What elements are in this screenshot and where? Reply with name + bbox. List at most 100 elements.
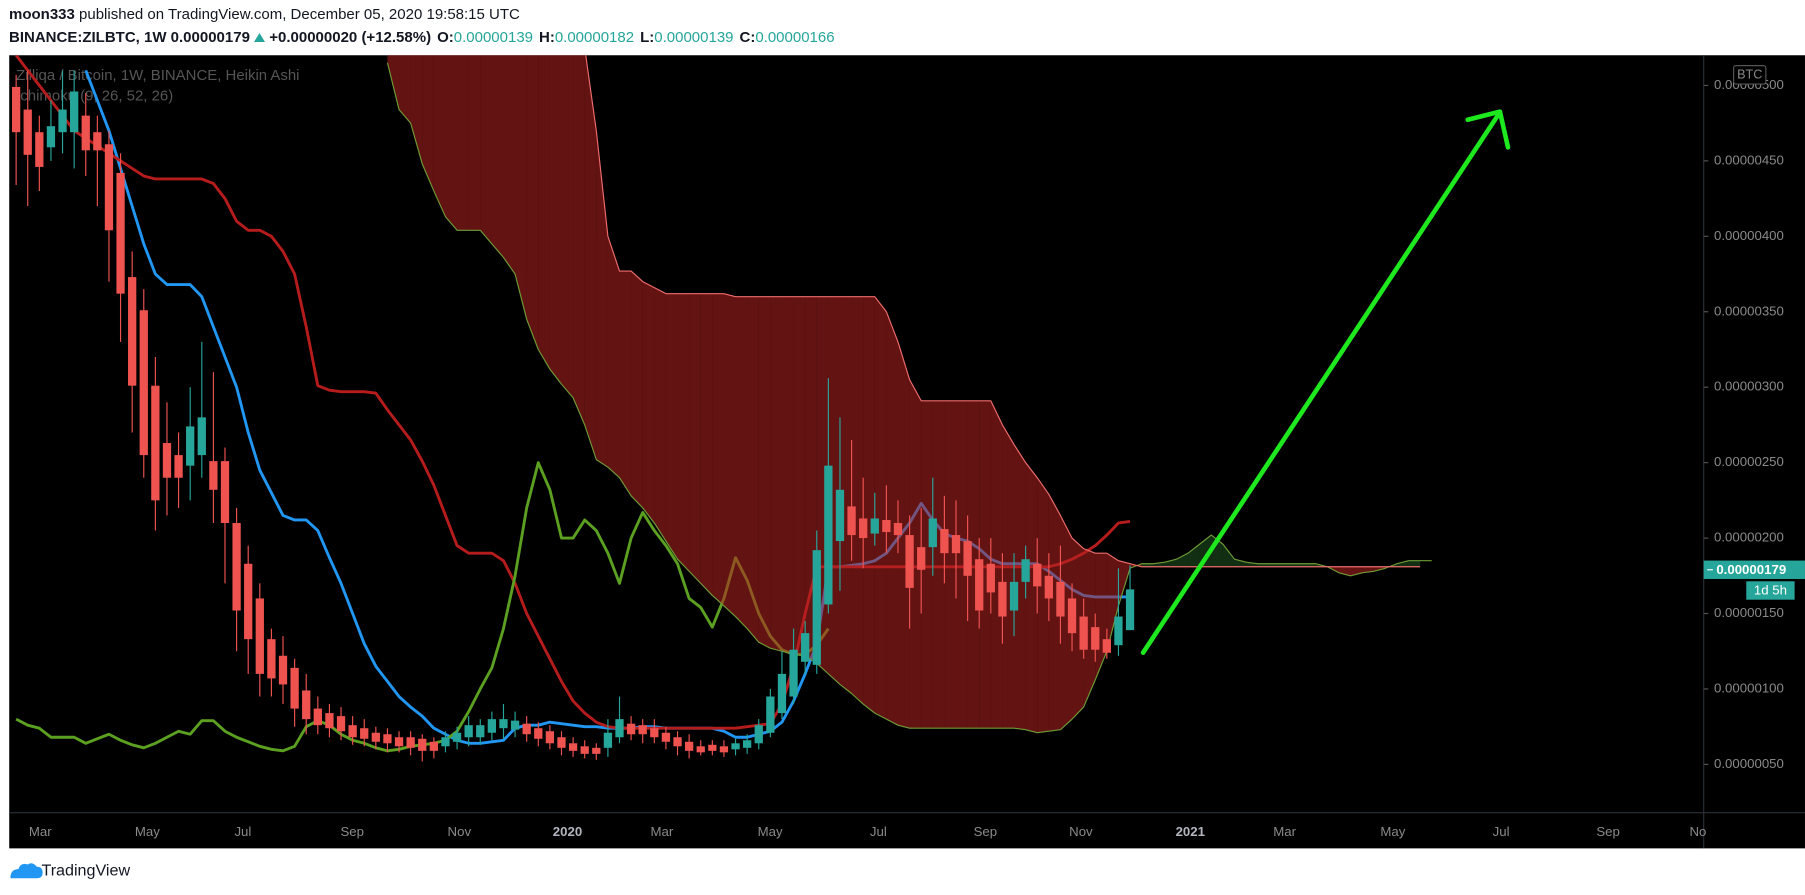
cloud-segment <box>1164 559 1177 567</box>
candle-body <box>893 522 903 536</box>
candle-body <box>70 91 79 133</box>
candle-body <box>847 506 856 536</box>
cloud-segment <box>1072 538 1084 720</box>
cloud-segment <box>399 55 411 124</box>
cloud-segment <box>538 55 550 370</box>
candle-body <box>812 550 821 665</box>
cloud-segment <box>526 55 539 350</box>
cloud-segment <box>573 55 585 425</box>
cloud-segment <box>433 55 446 217</box>
arrow-head <box>1465 109 1511 150</box>
y-tick-label: 0.00000250 <box>1714 454 1784 469</box>
cloud-segment <box>491 55 504 258</box>
chart-title: Zilliqa / Bitcoin, 1W, BINANCE, Heikin A… <box>16 67 299 84</box>
candle-body <box>835 489 845 542</box>
change: +0.00000020 (+12.58%) <box>269 29 432 46</box>
price: 0.00000179 <box>170 29 250 46</box>
cloud-segment <box>515 55 527 320</box>
candle-body <box>998 581 1007 617</box>
cloud-segment <box>654 287 666 542</box>
candle-body <box>789 649 798 697</box>
cloud-segment <box>445 55 458 231</box>
arrow-shaft <box>1140 111 1502 655</box>
cloud-segment <box>863 296 875 714</box>
x-tick-label: Sep <box>974 824 998 839</box>
cloud-segment <box>770 296 782 652</box>
candle-body <box>174 455 183 478</box>
x-tick-label: May <box>1380 824 1405 839</box>
candle-body <box>371 732 380 742</box>
cloud-segment <box>1153 562 1165 567</box>
candle-body <box>255 598 264 674</box>
cloud-segment <box>1002 424 1015 729</box>
x-tick-label: Mar <box>1273 824 1296 839</box>
candle-body <box>487 719 497 733</box>
cloud-segment <box>1396 560 1409 567</box>
x-tick-label: Mar <box>29 824 52 839</box>
y-tick-label: 0.00000400 <box>1714 228 1784 243</box>
user: moon333 <box>9 6 75 23</box>
cloud-segment <box>631 271 643 508</box>
candle-body <box>766 696 775 733</box>
candle-body <box>81 115 90 151</box>
cloud-segment <box>793 296 806 656</box>
candle-body <box>951 535 961 554</box>
header-line-2: BINANCE:ZILBTC, 1W 0.00000179 +0.0000002… <box>9 29 835 46</box>
candle-body <box>626 723 636 735</box>
logo-icon <box>10 863 43 879</box>
candle-body <box>905 535 914 588</box>
candle-body <box>1044 575 1053 599</box>
cloud-segment <box>1048 494 1061 732</box>
candle-body <box>499 719 508 729</box>
candle-body <box>441 737 450 747</box>
cloud-segment <box>700 293 713 596</box>
candle-body <box>568 743 578 751</box>
candle-body <box>302 690 311 720</box>
candle-body <box>11 86 21 133</box>
cloud-segment <box>1280 563 1293 567</box>
candle-body <box>940 529 949 554</box>
candle-body <box>186 426 195 466</box>
cloud-segment <box>549 55 562 385</box>
x-tick-label: Sep <box>340 824 364 839</box>
ohlc-value: 0.00000139 <box>453 29 533 46</box>
candle-body <box>777 673 787 714</box>
cloud-segment <box>956 400 968 729</box>
ohlc-value: 0.00000139 <box>654 29 734 46</box>
x-tick-label: Sep <box>1596 824 1620 839</box>
candle-body <box>360 728 369 739</box>
published: published on TradingView.com, December 0… <box>79 6 520 23</box>
cloud-segment <box>584 55 597 460</box>
x-tick-label: Nov <box>448 824 472 839</box>
candle-body <box>824 465 833 605</box>
cloud-segment <box>1025 462 1038 733</box>
candle-body <box>719 746 729 753</box>
ohlc-label: L: <box>640 29 655 46</box>
cloud-segment <box>1269 563 1281 567</box>
cloud-segment <box>712 293 724 606</box>
plot-area <box>11 55 1432 762</box>
cloud-segment <box>979 400 991 729</box>
cloud-segment <box>1304 563 1316 567</box>
candle-body <box>917 547 926 570</box>
currency-label: BTC <box>1737 68 1762 82</box>
cloud-segment <box>1083 548 1096 708</box>
candle-body <box>418 738 427 751</box>
cloud-segment <box>1350 566 1363 576</box>
candle-body <box>1067 598 1077 634</box>
cloud-segment <box>990 400 1003 729</box>
arrow-annotation <box>1140 109 1511 655</box>
y-tick-label: 0.00000300 <box>1714 379 1784 394</box>
cloud-segment <box>839 296 852 694</box>
x-tick-label: Nov <box>1069 824 1093 839</box>
cloud-segment <box>735 296 748 629</box>
cloud-segment <box>665 293 678 560</box>
cloud-segment <box>967 400 980 729</box>
candle-body <box>197 417 206 456</box>
y-tick-label: 0.00000350 <box>1714 303 1784 318</box>
cloud-segment <box>480 55 492 244</box>
candle-body <box>1021 559 1030 582</box>
candle-body <box>23 109 32 155</box>
cloud-segment <box>1408 560 1421 567</box>
